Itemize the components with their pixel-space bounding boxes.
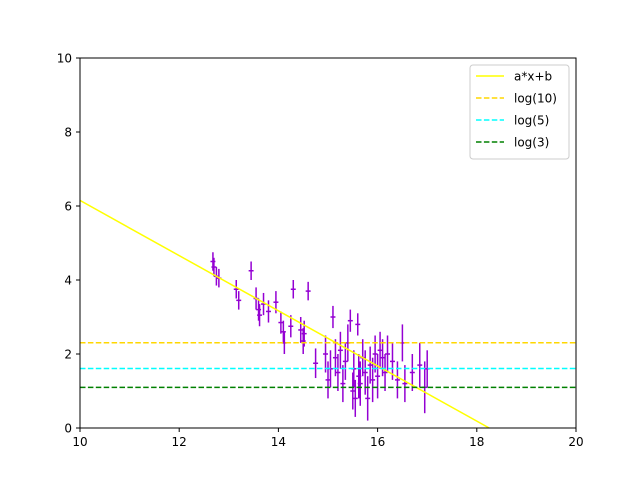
- x-tick-label: 16: [370, 435, 385, 449]
- data-point: [236, 291, 242, 310]
- y-axis: 0 2 4 6 8 10: [57, 52, 80, 436]
- data-point: [330, 305, 336, 329]
- data-point: [340, 365, 346, 403]
- legend-box: [469, 64, 570, 160]
- data-point: [352, 379, 358, 417]
- data-point: [417, 342, 423, 388]
- x-tick-label: 10: [72, 435, 87, 449]
- data-point: [402, 365, 408, 403]
- x-tick-label: 18: [469, 435, 484, 449]
- data-point: [313, 348, 319, 379]
- legend: a*x+b log(10) log(5) log(3): [469, 64, 570, 160]
- plot-frame: [79, 57, 577, 429]
- data-point: [385, 335, 390, 373]
- legend-label: log(10): [514, 92, 557, 106]
- data-point: [335, 354, 341, 391]
- y-tick-label: 4: [64, 274, 72, 288]
- data-point: [382, 354, 388, 391]
- data-point: [370, 357, 376, 403]
- data-point: [298, 317, 304, 343]
- y-tick-label: 10: [57, 52, 72, 66]
- y-tick-label: 0: [64, 422, 72, 436]
- legend-label: a*x+b: [514, 70, 552, 84]
- data-point: [305, 281, 311, 301]
- data-point: [347, 309, 353, 332]
- data-point: [355, 313, 361, 336]
- x-tick-label: 12: [172, 435, 187, 449]
- x-axis: 10 12 14 16 18 20: [72, 428, 584, 449]
- data-point: [367, 346, 373, 384]
- data-point: [257, 304, 263, 327]
- legend-item: log(5): [476, 114, 549, 128]
- data-point: [323, 335, 328, 373]
- data-point: [375, 354, 381, 399]
- x-tick-label: 20: [568, 435, 583, 449]
- data-point: [248, 261, 254, 280]
- data-point: [342, 342, 348, 380]
- data-point: [350, 372, 356, 410]
- x-tick-label: 14: [271, 435, 286, 449]
- data-point: [325, 361, 331, 399]
- data-point: [380, 339, 386, 377]
- legend-item: log(10): [476, 92, 557, 106]
- data-point: [278, 311, 284, 334]
- y-tick-label: 8: [64, 126, 72, 140]
- data-point: [337, 331, 343, 369]
- data-point: [372, 335, 378, 373]
- data-point: [266, 300, 271, 323]
- data-point: [211, 257, 217, 277]
- data-point: [290, 280, 296, 299]
- plot-marks: [80, 199, 576, 428]
- legend-item: log(3): [476, 136, 549, 150]
- legend-item: a*x+b: [476, 70, 552, 84]
- data-point: [288, 315, 294, 338]
- data-point: [394, 361, 400, 399]
- series-line-a-x-b: [80, 199, 490, 428]
- legend-label: log(3): [514, 136, 549, 150]
- data-point: [332, 339, 338, 377]
- y-tick-label: 2: [64, 348, 72, 362]
- y-tick-label: 6: [64, 200, 72, 214]
- data-point: [365, 376, 371, 421]
- legend-label: log(5): [514, 114, 549, 128]
- data-point: [377, 331, 383, 369]
- data-point: [233, 280, 239, 299]
